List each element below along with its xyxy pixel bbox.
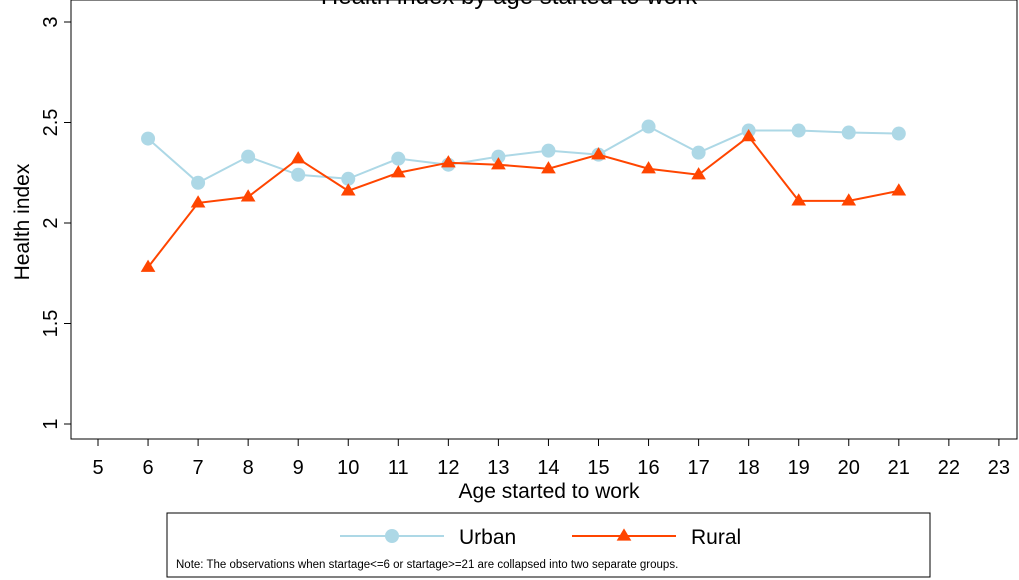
rural-data-point [541,161,556,174]
rural-data-point [441,155,456,168]
rural-data-point [390,165,406,178]
urban-data-point [541,143,556,158]
y-axis: 1 1.5 2 2.5 3 [40,16,71,430]
rural-data-point [591,147,606,160]
legend-item-urban: Urban [340,526,516,549]
urban-data-point [491,149,506,164]
x-tick-label: 17 [687,457,709,479]
urban-data-point [191,175,206,190]
y-tick-label: 2 [40,217,62,228]
y-tick-label: 2.5 [40,109,62,137]
chart-title: Health index by age started to work [321,0,698,10]
rural-data-point [240,189,256,202]
y-tick-label: 1.5 [40,310,62,338]
series-layer [140,119,907,272]
x-tick-label: 9 [293,457,304,479]
legend-note: Note: The observations when startage<=6 … [176,559,678,571]
x-tick-label: 13 [487,457,509,479]
urban-data-point [241,149,256,164]
legend-box [166,512,931,578]
rural-series [140,128,907,272]
urban-data-point [691,145,706,160]
rural-data-point [891,183,907,196]
rural-data-point [741,128,756,142]
x-tick-label: 5 [92,457,103,479]
x-tick-label: 8 [243,457,254,479]
y-tick-label: 3 [40,16,62,27]
legend-swatch-marker [616,528,632,541]
x-tick-label: 18 [738,457,760,479]
rural-series-line [147,135,899,268]
x-tick-label: 23 [988,457,1010,479]
urban-data-point [141,131,156,146]
rural-data-point [641,161,656,174]
x-tick-label: 14 [537,457,559,479]
rural-data-point [491,157,506,170]
urban-series-line [147,125,899,185]
x-tick-label: 15 [587,457,609,479]
urban-data-point [391,151,406,166]
legend-label-urban: Urban [459,526,516,549]
x-tick-label: 7 [193,457,204,479]
rural-data-point [791,193,807,206]
x-tick-label: 21 [888,457,910,479]
y-tick-label: 1 [40,418,62,429]
urban-data-point [341,171,356,186]
plot-area-frame [70,0,1018,440]
rural-data-point [841,193,857,206]
rural-data-point [340,183,356,196]
legend-swatch-marker [385,529,399,543]
x-tick-label: 19 [788,457,810,479]
rural-data-point [190,195,206,208]
x-tick-label: 12 [437,457,459,479]
x-tick-label: 20 [838,457,860,479]
legend-item-rural: Rural [572,526,741,549]
y-axis-label: Health index [11,163,34,280]
urban-data-point [791,123,806,138]
x-tick-label: 22 [938,457,960,479]
urban-data-point [291,167,306,182]
x-tick-label: 11 [388,457,409,479]
rural-data-point [140,259,156,272]
legend: Urban Rural Note: The observations when s… [166,512,931,578]
urban-data-point [891,126,906,141]
rural-data-point [691,167,706,180]
legend-items: Urban Rural [340,526,741,549]
x-axis-label: Age started to work [459,480,640,503]
x-tick-label: 6 [142,457,153,479]
x-axis: 5 6 7 8 9 10 11 12 13 14 15 16 17 18 19 20 21 22 23 [92,439,1010,479]
x-tick-label: 16 [637,457,659,479]
x-tick-label: 10 [337,457,359,479]
urban-series [141,119,906,190]
rural-data-point [290,151,306,164]
urban-data-point [841,125,856,140]
legend-label-rural: Rural [691,526,741,549]
urban-data-point [641,119,656,134]
